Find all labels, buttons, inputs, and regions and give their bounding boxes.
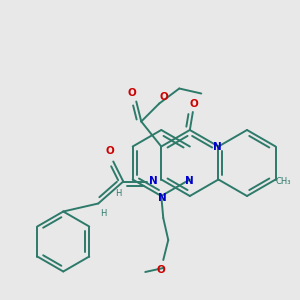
Text: O: O	[190, 99, 198, 109]
Text: N: N	[158, 193, 167, 203]
Text: N: N	[149, 176, 158, 187]
Text: N: N	[213, 142, 222, 152]
Text: H: H	[100, 209, 106, 218]
Text: O: O	[160, 92, 169, 101]
Text: O: O	[128, 88, 136, 98]
Text: O: O	[157, 265, 166, 275]
Text: CH₃: CH₃	[276, 177, 291, 186]
Text: N: N	[185, 176, 194, 187]
Text: H: H	[115, 189, 122, 198]
Text: O: O	[106, 146, 115, 157]
